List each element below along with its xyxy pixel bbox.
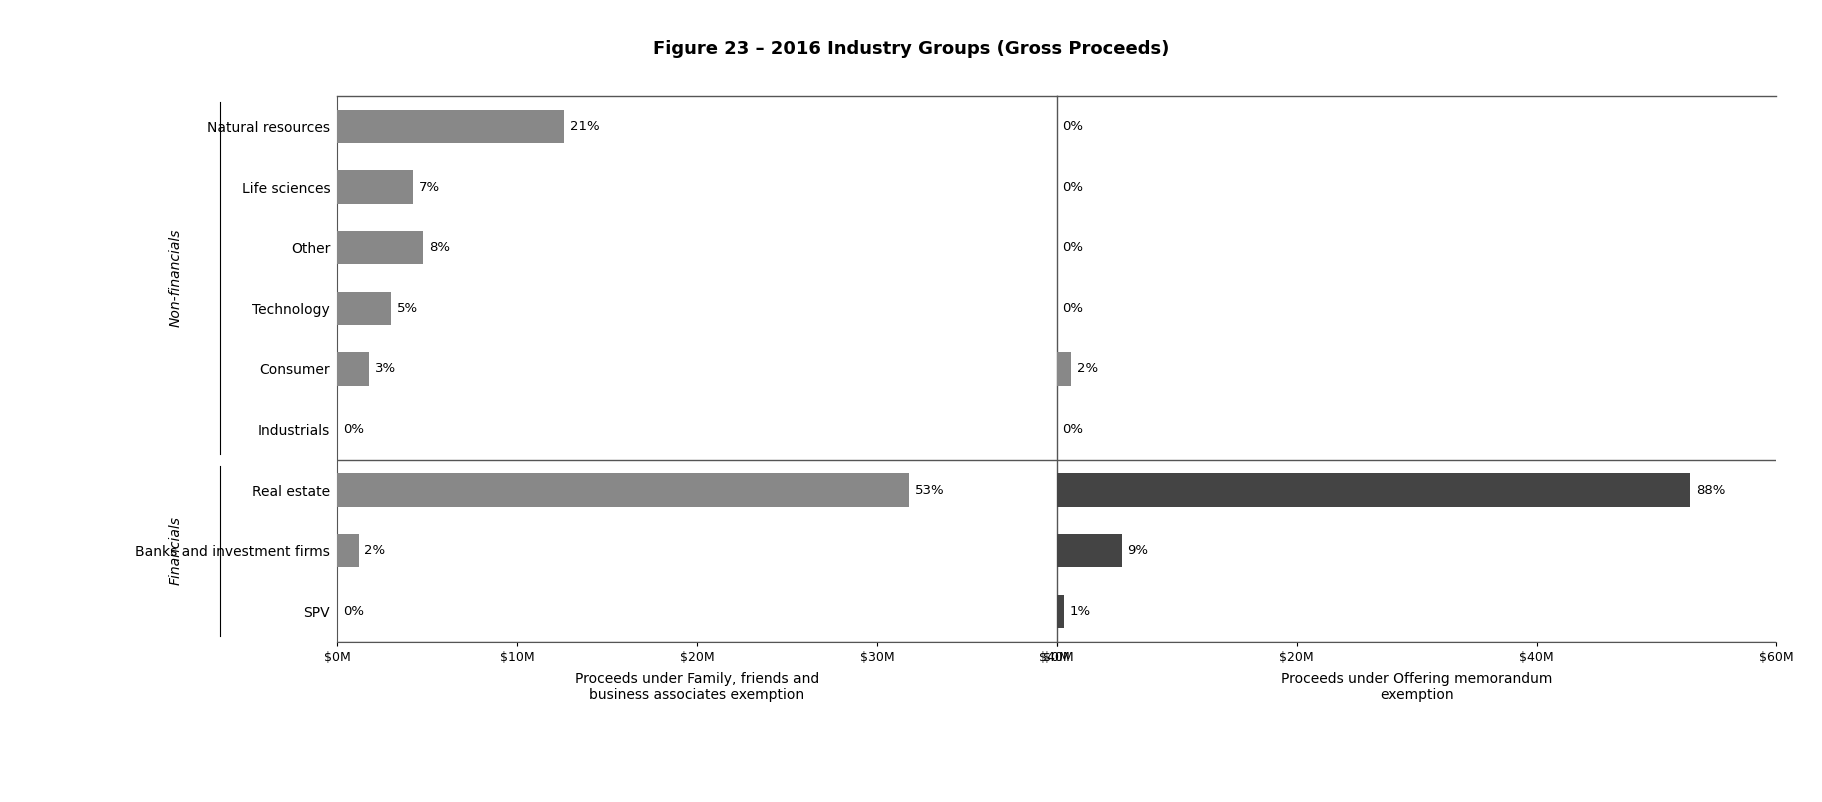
X-axis label: Proceeds under Family, friends and
business associates exemption: Proceeds under Family, friends and busin… [574, 672, 820, 703]
Text: 2%: 2% [1077, 363, 1099, 375]
X-axis label: Proceeds under Offering memorandum
exemption: Proceeds under Offering memorandum exemp… [1281, 672, 1552, 703]
Text: 53%: 53% [915, 484, 944, 496]
Text: 9%: 9% [1128, 545, 1148, 557]
Text: 0%: 0% [1062, 180, 1084, 193]
Text: 5%: 5% [397, 302, 417, 315]
Bar [337, 473, 909, 507]
Bar [1057, 534, 1122, 567]
Text: 88%: 88% [1696, 484, 1725, 496]
Text: 7%: 7% [419, 180, 439, 193]
Bar [337, 534, 359, 567]
Text: 2%: 2% [364, 545, 386, 557]
Bar [1057, 594, 1064, 628]
Text: 0%: 0% [343, 423, 364, 436]
Bar [1057, 352, 1071, 386]
Text: Non-financials: Non-financials [168, 229, 182, 327]
Text: 0%: 0% [1062, 423, 1084, 436]
Text: 0%: 0% [1062, 302, 1084, 315]
Text: 0%: 0% [1062, 120, 1084, 133]
Text: 0%: 0% [1062, 241, 1084, 254]
Text: Financials: Financials [168, 516, 182, 585]
Text: 0%: 0% [343, 605, 364, 618]
Bar [337, 352, 370, 386]
Text: 8%: 8% [430, 241, 450, 254]
Text: 1%: 1% [1070, 605, 1091, 618]
Bar [337, 292, 392, 325]
Text: 3%: 3% [375, 363, 397, 375]
Bar [337, 171, 412, 204]
Bar [337, 110, 563, 144]
Text: 21%: 21% [570, 120, 599, 133]
Bar [337, 231, 423, 265]
Text: Figure 23 – 2016 Industry Groups (Gross Proceeds): Figure 23 – 2016 Industry Groups (Gross … [652, 40, 1170, 58]
Bar [1057, 473, 1691, 507]
